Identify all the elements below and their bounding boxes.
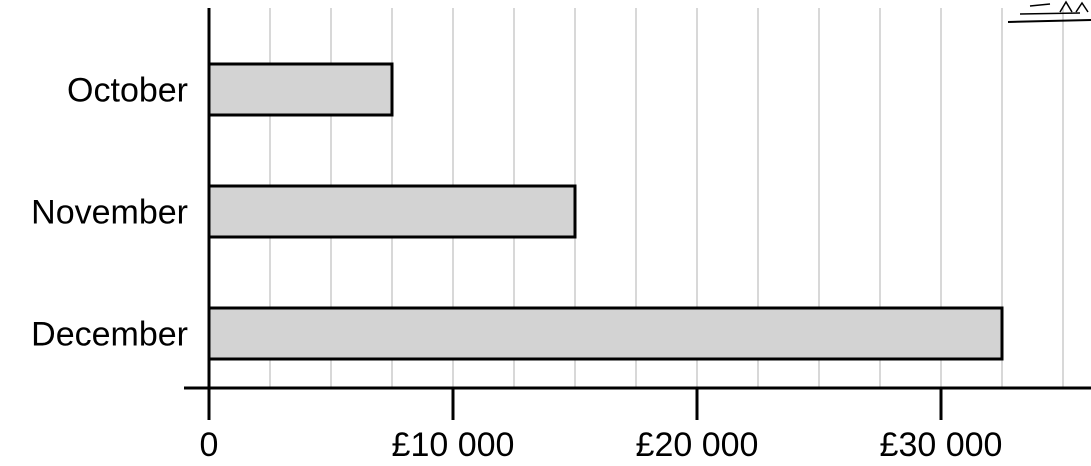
category-label-december: December (31, 316, 188, 354)
category-label-october: October (67, 72, 188, 110)
category-label-november: November (31, 194, 188, 232)
bar-october (207, 62, 394, 117)
corner-scribble-graphic (1007, 0, 1091, 23)
x-tick-label: £30 000 (880, 426, 1003, 464)
bar-november (207, 184, 577, 239)
x-tick-label: £10 000 (392, 426, 515, 464)
axes (184, 8, 1091, 420)
x-tick-labels: 0 £10 000 £20 000 £30 000 (200, 426, 1003, 464)
bar-december (207, 306, 1004, 361)
x-tick-label: £20 000 (636, 426, 759, 464)
category-labels: October November December (31, 72, 188, 354)
bars (207, 62, 1004, 361)
x-tick-label: 0 (200, 426, 219, 464)
